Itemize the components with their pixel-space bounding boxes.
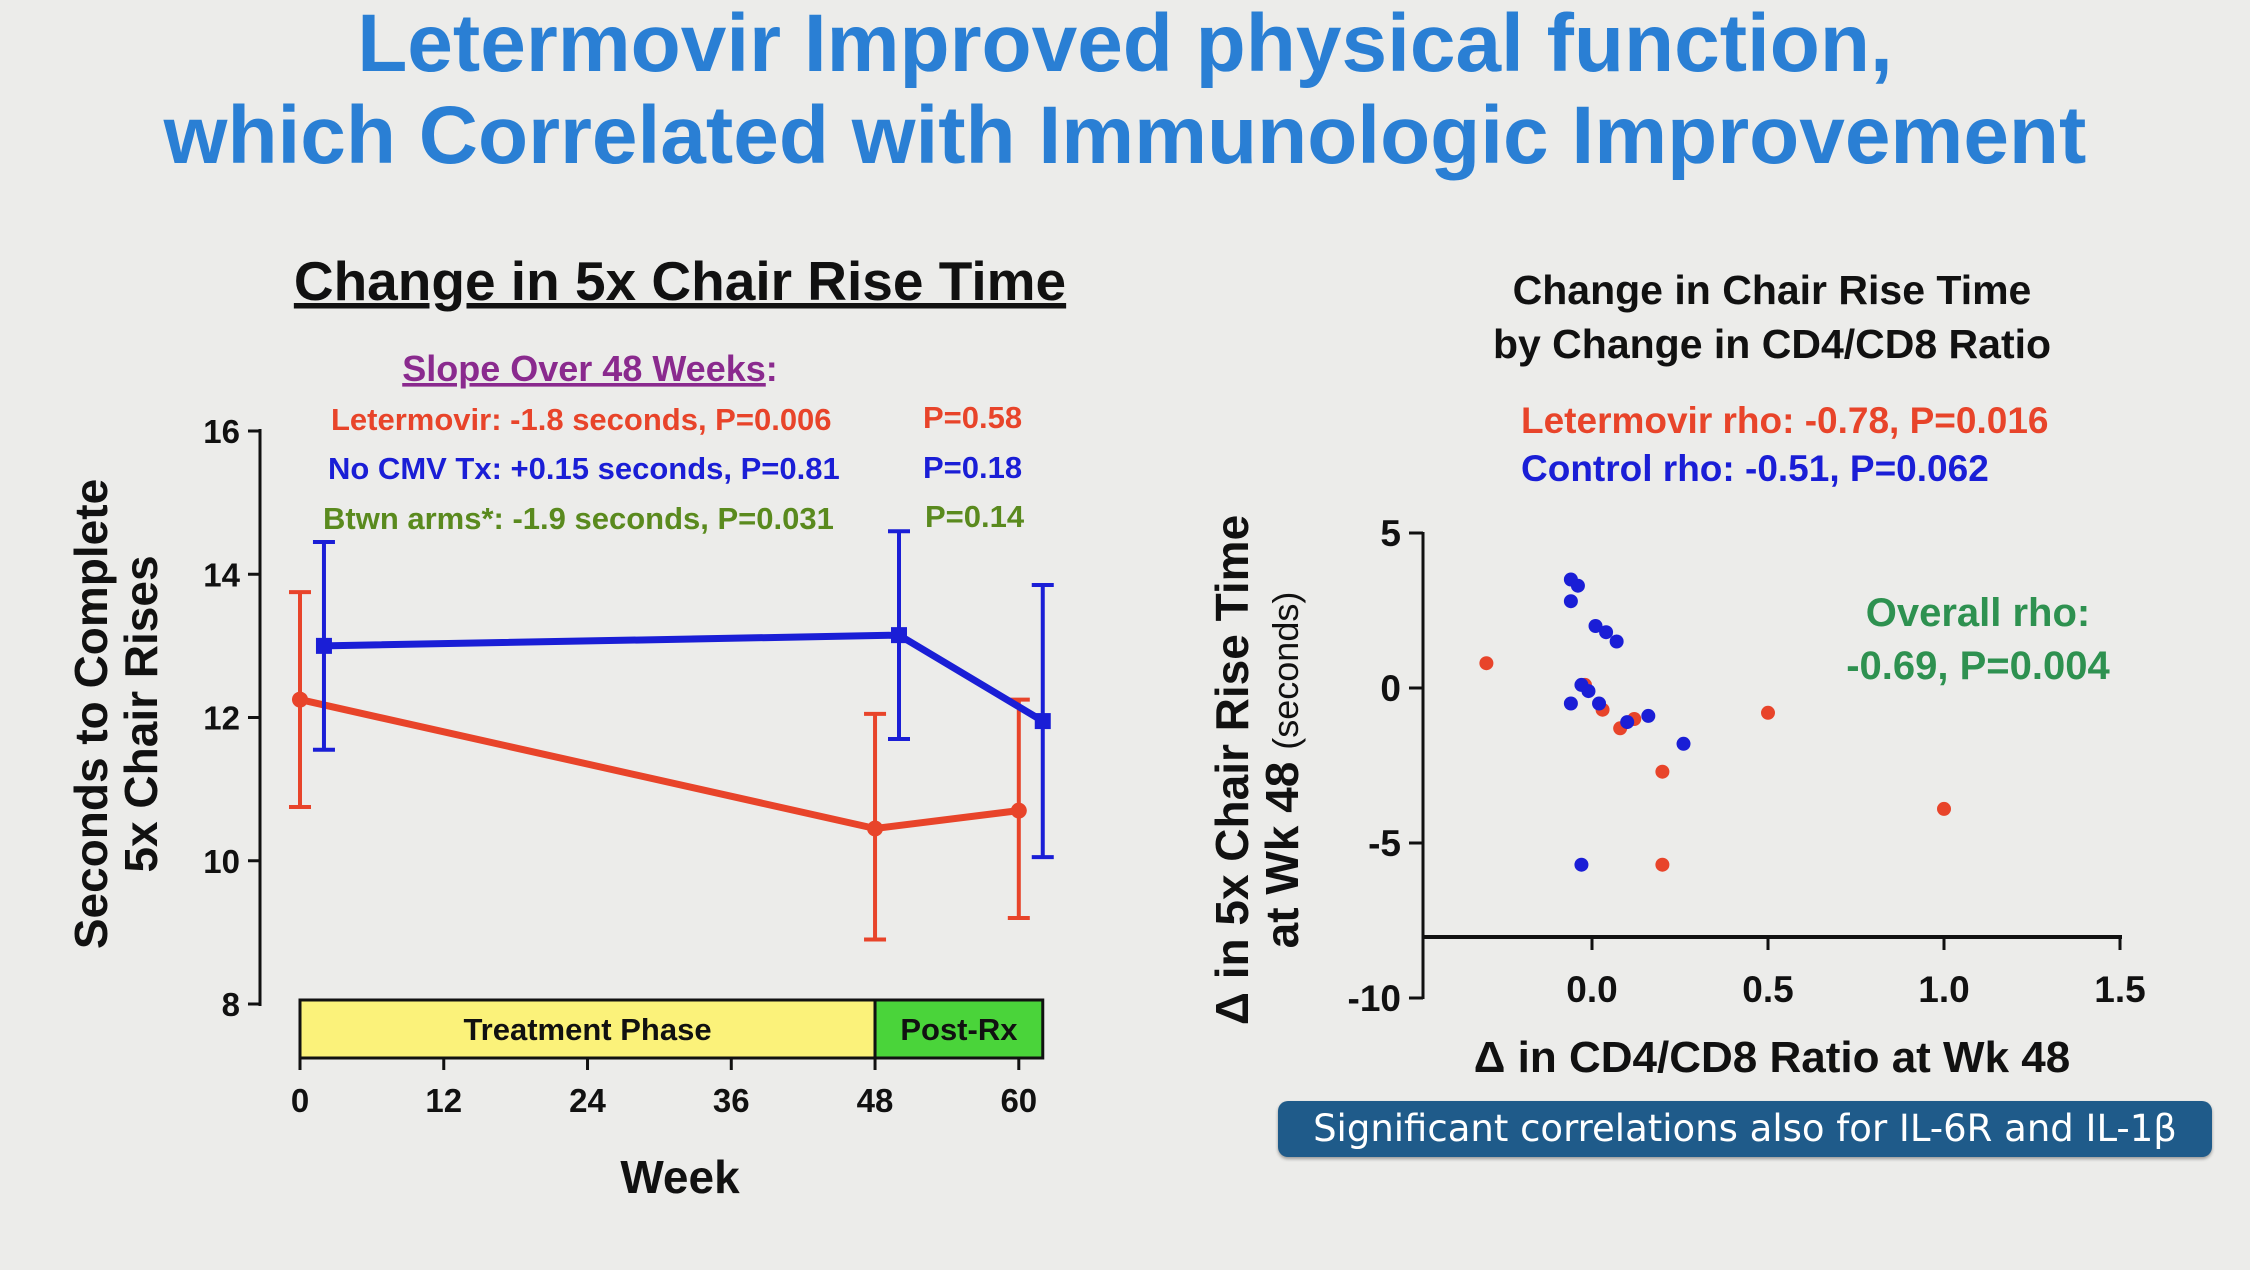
line-chart-xlabel: Week [620,1151,740,1203]
scatter-point-letermovir-8 [1937,801,1951,816]
scatter-point-control-7 [1581,684,1596,699]
slope-header-colon: : [766,348,778,389]
y-tick-label-16: 16 [203,413,240,450]
scatter-x-tick-label-1: 0.5 [1742,969,1793,1010]
scatter-point-control-2 [1563,594,1578,609]
scatter-point-control-1 [1570,578,1585,593]
line-chart-series [289,529,1054,942]
slope-header-text: Slope Over 48 Weeks [402,348,766,389]
phase-label-0: Treatment Phase [463,1012,711,1047]
slope-header: Slope Over 48 Weeks: [402,348,778,389]
scatter-point-letermovir-0 [1479,656,1494,671]
scatter-point-control-12 [1676,736,1691,751]
phase-label-1: Post-Rx [900,1012,1018,1047]
line-chart-ylabel: Seconds to Complete 5x Chair Rises [65,479,167,949]
line-chart-ylabel-line-1: Seconds to Complete [65,479,117,949]
scatter-point-control-13 [1574,857,1589,872]
scatter-title-line-2: by Change in CD4/CD8 Ratio [1493,321,2051,367]
scatter-stat-letermovir: Letermovir rho: -0.78, P=0.016 [1521,400,2049,441]
annotation-between: Btwn arms*: -1.9 seconds, P=0.031 [323,501,834,536]
scatter-y-tick-label-5: 5 [1380,513,1401,554]
scatter-ylabel-line-2: at Wk 48 [1256,762,1308,949]
data-point-letermovir-2 [1010,802,1027,819]
scatter-xlabel: Δ in CD4/CD8 Ratio at Wk 48 [1474,1033,2070,1082]
scatter-x-tick-label-0: 0.0 [1566,969,1617,1010]
scatter-point-letermovir-7 [1761,705,1775,720]
slide-title-line-1: Letermovir Improved physical function, [357,0,1893,89]
svg-text:at Wk 48(seconds): at Wk 48 (seconds) [1256,592,1308,949]
scatter-ylabel: Δ in 5x Chair Rise Time at Wk 48 (seconds… [1206,515,1308,1025]
y-tick-label-12: 12 [203,700,240,737]
overall-rho-line-2: -0.69, P=0.004 [1846,644,2110,688]
scatter-point-control-8 [1563,696,1578,711]
scatter-ylabel-line-1: Δ in 5x Chair Rise Time [1206,515,1258,1025]
scatter-points [1479,572,1951,872]
x-tick-label-0: 0 [291,1082,309,1119]
scatter-point-control-9 [1592,696,1607,711]
phase-bar-1 [873,998,1045,1060]
scatter-point-letermovir-5 [1655,764,1670,779]
x-tick-label-60: 60 [1000,1082,1037,1119]
scatter-y-tick-label-0: 0 [1380,668,1401,709]
annotation-control-p: P=0.18 [923,450,1022,485]
annotation-letermovir: Letermovir: -1.8 seconds, P=0.006 [331,402,832,437]
data-point-control-1 [891,627,907,644]
scatter-ylabel-unit: (seconds) [1265,592,1306,750]
x-tick-label-24: 24 [569,1082,606,1119]
data-point-letermovir-1 [867,820,884,837]
scatter-point-control-4 [1599,625,1614,640]
line-chart-axes: 8 10 12 14 16 0 12 24 36 48 60 [203,413,1037,1119]
scatter-point-control-10 [1620,715,1635,730]
data-point-control-2 [1034,713,1051,730]
scatter-y-tick-label--5: -5 [1368,823,1401,864]
scatter-chart: Change in Chair Rise Time by Change in C… [1206,267,2146,1082]
y-tick-label-8: 8 [222,986,240,1023]
annotation-letermovir-p: P=0.58 [923,400,1022,435]
data-point-letermovir-0 [292,691,308,708]
annotation-control: No CMV Tx: +0.15 seconds, P=0.81 [328,451,840,486]
correlation-banner: Significant correlations also for IL-6R … [1278,1101,2212,1157]
x-tick-label-12: 12 [425,1082,462,1119]
phase-bars: Treatment Phase Post-Rx [298,998,1045,1060]
y-tick-label-10: 10 [203,843,240,880]
scatter-stat-control: Control rho: -0.51, P=0.062 [1521,448,1989,489]
scatter-point-control-5 [1609,634,1624,649]
series-line-letermovir [299,696,1020,833]
scatter-point-letermovir-6 [1655,857,1670,872]
annotation-between-p: P=0.14 [925,499,1025,534]
scatter-x-tick-label-3: 1.5 [2094,969,2145,1010]
scatter-point-control-3 [1588,619,1603,633]
x-tick-label-36: 36 [713,1082,750,1119]
scatter-point-control-11 [1641,708,1656,723]
data-point-control-0 [315,637,332,654]
series-line-control [323,631,1045,725]
overall-rho-line-1: Overall rho: [1866,591,2091,635]
slide-title-line-2: which Correlated with Immunologic Improv… [163,90,2087,181]
scatter-title-line-1: Change in Chair Rise Time [1513,267,2032,313]
line-chart: Change in 5x Chair Rise Time Slope Over … [65,250,1066,1203]
line-chart-title: Change in 5x Chair Rise Time [294,250,1066,312]
y-tick-label-14: 14 [203,556,240,593]
scatter-y-tick-label--10: -10 [1348,978,1401,1019]
x-tick-label-48: 48 [857,1082,894,1119]
line-chart-ylabel-line-2: 5x Chair Rises [115,555,167,872]
scatter-x-tick-label-2: 1.0 [1918,969,1969,1010]
slide-title: Letermovir Improved physical function, w… [0,0,2250,182]
scatter-axes: -10 -5 0 5 0.0 0.5 1.0 1.5 [1348,513,2146,1019]
